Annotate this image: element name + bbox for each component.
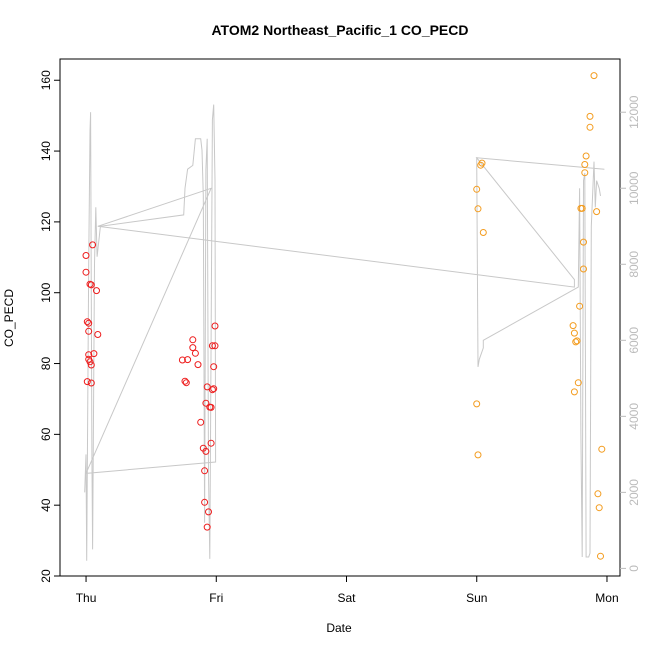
data-point-s1-13 [576, 302, 584, 310]
data-point-s1-10 [570, 388, 578, 396]
data-point-s0-1 [82, 268, 90, 276]
data-point-s0-7 [83, 378, 91, 386]
data-point-s1-11 [573, 337, 581, 345]
data-point-s1-24 [593, 208, 601, 216]
y-axis: 20 40 60 80 100 120 140 160 [39, 70, 60, 583]
data-point-s0-16 [94, 331, 102, 338]
data-point-s0-33 [205, 508, 212, 516]
data-point-s0-32 [203, 523, 211, 531]
data-point-s0-19 [182, 379, 190, 387]
right-y-tick-label: 12000 [627, 95, 641, 129]
data-point-s0-18 [181, 377, 189, 385]
data-point-s0-12 [87, 379, 95, 387]
y-tick-label: 60 [39, 427, 53, 441]
data-point-s0-14 [90, 350, 98, 358]
data-point-s0-37 [208, 386, 216, 394]
chart-title: ATOM2 Northeast_Pacific_1 CO_PECD [211, 22, 468, 38]
data-point-s1-8 [570, 329, 578, 337]
data-point-s0-42 [211, 342, 219, 350]
data-point-s1-18 [581, 161, 589, 168]
data-point-s1-4 [479, 229, 487, 236]
data-point-s1-28 [598, 445, 606, 453]
y-tick-label: 100 [39, 282, 53, 302]
x-tick-label: Sun [466, 591, 487, 605]
data-point-s1-17 [580, 265, 587, 273]
data-point-s0-21 [189, 336, 197, 344]
data-point-s1-0 [473, 185, 481, 193]
data-point-s0-15 [93, 287, 100, 295]
secondary-line-layer [84, 104, 605, 561]
data-point-s1-1 [474, 205, 482, 213]
x-axis-label: Date [326, 621, 352, 635]
plot-frame [59, 58, 621, 577]
data-point-s1-9 [572, 338, 580, 346]
data-point-s1-26 [595, 504, 603, 512]
data-point-s0-29 [202, 399, 210, 407]
data-point-s0-4 [85, 327, 93, 335]
data-point-s0-25 [197, 418, 205, 426]
data-point-s1-7 [569, 322, 577, 330]
right-y-tick-label: 10000 [627, 171, 641, 205]
data-point-s0-36 [207, 403, 215, 411]
data-point-s1-6 [474, 451, 482, 459]
data-point-s0-17 [178, 356, 186, 364]
data-point-s1-22 [586, 123, 594, 131]
x-tick-label: Thu [76, 591, 97, 605]
data-point-s0-13 [89, 241, 97, 249]
x-axis: Thu Fri Sat Sun Mon [76, 576, 619, 605]
data-point-s0-35 [207, 439, 215, 447]
data-point-s1-21 [586, 112, 594, 120]
data-point-s0-2 [83, 318, 91, 326]
data-point-s0-40 [210, 385, 218, 393]
data-point-s0-41 [211, 322, 219, 330]
right-y-tick-label: 4000 [627, 403, 641, 430]
data-point-s0-23 [191, 349, 199, 357]
y-tick-label: 120 [39, 212, 53, 232]
data-point-s0-28 [201, 498, 209, 506]
data-point-s1-27 [597, 552, 604, 560]
points-layer [82, 72, 606, 560]
y-axis-label: CO_PECD [2, 289, 16, 347]
x-tick-label: Fri [209, 591, 223, 605]
data-point-s0-20 [184, 356, 192, 364]
data-point-s0-39 [210, 363, 218, 371]
data-point-s0-31 [203, 383, 211, 391]
data-point-s0-10 [87, 281, 95, 289]
data-point-s0-38 [208, 342, 216, 350]
data-point-s0-11 [87, 361, 95, 369]
x-tick-label: Mon [595, 591, 618, 605]
y-tick-label: 140 [39, 141, 53, 161]
data-point-s0-22 [189, 344, 197, 352]
data-point-s1-3 [478, 159, 486, 167]
data-point-s0-24 [194, 361, 202, 369]
right-y-axis: 0 2000 4000 6000 8000 10000 12000 [620, 95, 641, 572]
data-point-s0-30 [202, 447, 210, 455]
data-point-s0-3 [85, 319, 93, 327]
data-point-s0-5 [85, 351, 93, 359]
y-tick-label: 80 [39, 357, 53, 371]
secondary-series-line [84, 104, 605, 561]
data-point-s1-15 [578, 204, 586, 212]
right-y-tick-label: 6000 [627, 327, 641, 354]
data-point-s1-20 [581, 169, 589, 177]
data-point-s1-5 [473, 400, 481, 408]
y-tick-label: 20 [39, 569, 53, 583]
data-point-s1-23 [590, 72, 598, 80]
data-point-s1-16 [580, 238, 587, 246]
y-tick-label: 160 [39, 70, 53, 90]
right-y-tick-label: 8000 [627, 251, 641, 278]
data-point-s1-19 [582, 152, 590, 160]
data-point-s0-8 [86, 358, 94, 366]
data-point-s0-27 [201, 467, 209, 475]
data-point-s0-0 [82, 252, 90, 259]
data-point-s1-12 [574, 379, 582, 387]
right-y-tick-label: 2000 [627, 479, 641, 506]
y-tick-label: 40 [39, 498, 53, 512]
data-point-s1-25 [594, 490, 602, 498]
x-tick-label: Sat [338, 591, 357, 605]
right-y-tick-label: 0 [627, 565, 641, 572]
